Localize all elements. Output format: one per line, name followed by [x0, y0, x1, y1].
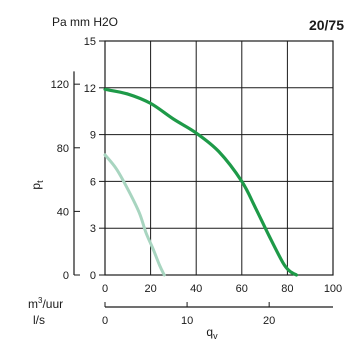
model-title: 20/75: [309, 17, 344, 33]
x-tick-label-m3h: 100: [324, 283, 342, 295]
y-axis-label: pt: [29, 180, 45, 190]
y-tick-label-pa: 0: [63, 270, 69, 282]
y-tick-label-mmh2o: 9: [90, 130, 96, 142]
x-tick-label-ls: 0: [102, 315, 108, 327]
x-axis-label-subscript: v: [213, 331, 218, 341]
x-tick-label-m3h: 40: [190, 283, 202, 295]
plot-grid: [104, 40, 334, 276]
x-tick-label-m3h: 20: [144, 283, 156, 295]
fan-curve-low-speed: [103, 153, 166, 277]
x-axis-label: qv: [206, 325, 218, 341]
y-tick-label-mmh2o: 15: [84, 36, 96, 48]
y-tick-label-mmh2o: 6: [90, 176, 96, 188]
y-tick-label-pa: 80: [57, 143, 69, 155]
x-tick-label-ls: 20: [263, 315, 275, 327]
x-tick-label-ls: 10: [181, 315, 193, 327]
x-unit-ls-label: l/s: [33, 313, 45, 327]
y-tick-label-mmh2o: 0: [90, 270, 96, 282]
x-unit-m3h-suffix: /uur: [42, 297, 63, 311]
x-unit-m3h-main: m: [28, 297, 38, 311]
plot-frame: [104, 40, 334, 276]
fan-curve-high-speed: [103, 87, 299, 277]
x-tick-label-m3h: 0: [102, 283, 108, 295]
x-unit-m3h-superscript: 3: [38, 296, 43, 305]
y-tick-label-mmh2o: 12: [84, 83, 96, 95]
fan-curves: [103, 87, 299, 277]
y-axis-label-subscript: t: [35, 180, 45, 183]
x-tick-label-m3h: 80: [281, 283, 293, 295]
x-axis-label-main: q: [206, 325, 213, 339]
y-tick-label-mmh2o: 3: [90, 223, 96, 235]
y-tick-label-pa: 120: [51, 79, 69, 91]
y-tick-label-pa: 40: [57, 206, 69, 218]
y-axis-label-main: p: [29, 183, 43, 190]
pressure-unit-label: Pa mm H2O: [52, 15, 118, 29]
x-unit-m3h-label: m3/uur: [28, 296, 63, 311]
x-tick-label-m3h: 60: [236, 283, 248, 295]
